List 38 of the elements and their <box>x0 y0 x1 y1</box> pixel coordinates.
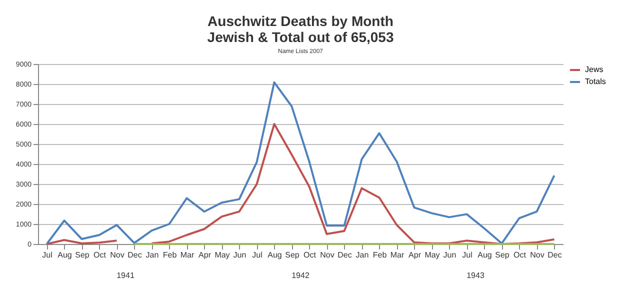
x-tick-label: Nov <box>320 250 334 260</box>
x-tick-label: Dec <box>548 250 562 260</box>
x-tick-label: Sep <box>495 250 510 260</box>
x-tick-label: Oct <box>304 250 317 260</box>
x-tick-label: Jul <box>252 250 263 260</box>
line-series <box>46 81 556 245</box>
x-tick-label: Sep <box>285 250 300 260</box>
x-tick-label: Mar <box>180 250 194 260</box>
text: 1943 <box>466 271 485 280</box>
x-tick-label: Nov <box>110 250 124 260</box>
x-tick-label: Aug <box>478 250 492 260</box>
x-tick-label: Nov <box>530 250 544 260</box>
x-tick-label: Jul <box>462 250 473 260</box>
x-tick-label: May <box>424 250 440 260</box>
x-tick-label: Apr <box>408 250 422 260</box>
legend-label: Jews <box>585 65 604 74</box>
x-tick-label: Oct <box>94 250 107 260</box>
x-tick-label: Jul <box>42 250 53 260</box>
x-tick-label: Apr <box>198 250 212 260</box>
x-tick-label: Sep <box>75 250 90 260</box>
x-tick-label: May <box>214 250 230 260</box>
x-tick-label: Jan <box>356 250 369 260</box>
x-tick-label: Jun <box>443 250 456 260</box>
text: Jewish & Total out of 65,053 <box>207 29 394 45</box>
text: 1942 <box>292 271 310 280</box>
text: Auschwitz Deaths by Month <box>208 13 394 29</box>
x-tick-label: Jun <box>233 250 246 260</box>
legend-label: Totals <box>585 77 606 86</box>
x-tick-label: Dec <box>338 250 352 260</box>
x-tick-label: Aug <box>58 250 72 260</box>
x-tick-label: Jan <box>146 250 159 260</box>
x-tick-label: Aug <box>268 250 282 260</box>
x-tick-label: Oct <box>514 250 527 260</box>
x-tick-label: Dec <box>128 250 142 260</box>
x-tick-label: Feb <box>162 250 178 260</box>
x-tick-label: Mar <box>390 250 404 260</box>
x-tick-label: Feb <box>372 250 388 260</box>
text: 1941 <box>116 271 135 280</box>
